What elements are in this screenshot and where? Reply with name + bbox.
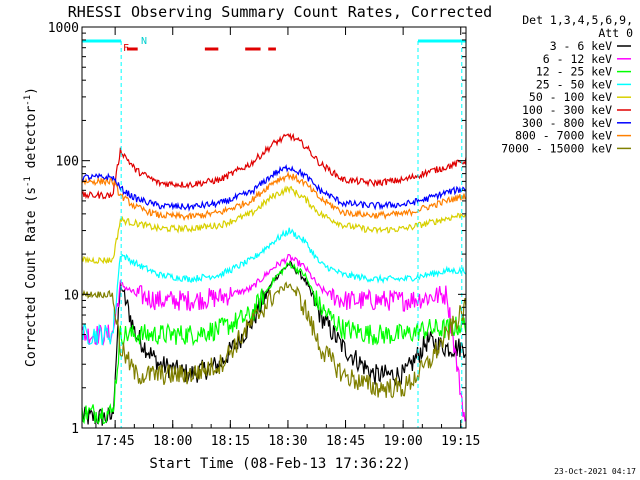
x-tick-label-6: 19:00	[384, 434, 423, 449]
series-line-3	[81, 261, 467, 425]
x-tick-label-2: 18:00	[153, 434, 192, 449]
series-line-6	[81, 132, 467, 200]
y-tick-label-1: 1000	[48, 21, 79, 36]
legend-label-6: 100 - 300 keV	[522, 103, 612, 117]
series-line-8	[81, 170, 467, 222]
y-axis-label-end: )	[24, 87, 39, 95]
y-axis-label-mid: detector	[24, 106, 39, 177]
x-tick-label-5: 18:45	[326, 434, 365, 449]
legend-header-line-1: Det 1,3,4,5,6,9,	[522, 13, 633, 27]
chart-title: RHESSI Observing Summary Count Rates, Co…	[68, 3, 492, 21]
y-axis-label-sup-1: -1	[23, 176, 33, 187]
legend-label-1: 3 - 6 keV	[550, 39, 612, 53]
tick-layer: 17:45 18:00 18:15 18:30 18:45 19:00 19:15 1000 1…	[48, 21, 481, 449]
series-line-9	[81, 281, 467, 399]
legend-label-9: 7000 - 15000 keV	[501, 141, 612, 155]
legend-label-3: 12 - 25 keV	[536, 65, 612, 79]
timestamp: 23-Oct-2021 04:17	[554, 467, 636, 476]
night-flag: N	[141, 36, 147, 47]
y-axis-label-main: Corrected Count Rate (s	[24, 187, 39, 367]
series-line-4	[81, 227, 467, 346]
legend-label-2: 6 - 12 keV	[543, 52, 612, 66]
y-axis-label-sup-2: -1	[23, 95, 33, 106]
legend-label-7: 300 - 800 keV	[522, 116, 612, 130]
series-line-2	[81, 254, 467, 422]
y-tick-label-4: 1	[71, 422, 79, 437]
legend-label-4: 25 - 50 keV	[536, 77, 612, 91]
x-tick-label-1: 17:45	[96, 434, 135, 449]
y-axis-label: Corrected Count Rate (s-1 detector-1)	[23, 87, 39, 367]
y-tick-label-2: 100	[56, 155, 79, 170]
x-tick-label-3: 18:15	[211, 434, 250, 449]
x-tick-label-4: 18:30	[268, 434, 307, 449]
legend-header-line-2: Att 0	[598, 26, 633, 40]
series-line-5	[81, 185, 467, 265]
legend-label-8: 800 - 7000 keV	[515, 129, 612, 143]
plot-frame	[81, 26, 467, 429]
x-tick-label-7: 19:15	[441, 434, 480, 449]
legend-label-5: 50 - 100 keV	[529, 90, 612, 104]
series-layer	[81, 132, 467, 426]
series-line-7	[81, 163, 467, 212]
x-axis-label: Start Time (08-Feb-13 17:36:22)	[149, 456, 410, 472]
marker-layer	[82, 39, 466, 428]
y-tick-label-3: 10	[63, 288, 79, 303]
flare-flag: F	[123, 43, 129, 54]
